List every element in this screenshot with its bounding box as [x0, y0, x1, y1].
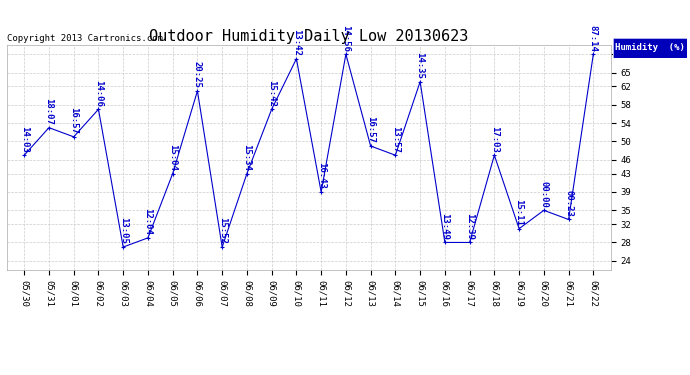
Text: 87:14: 87:14	[589, 24, 598, 51]
Text: 16:43: 16:43	[317, 162, 326, 189]
Text: 14:56: 14:56	[342, 24, 351, 51]
Text: 12:04: 12:04	[144, 208, 152, 235]
Text: 15:11: 15:11	[515, 199, 524, 226]
Text: 00:23: 00:23	[564, 190, 573, 217]
Point	[563, 216, 574, 222]
Text: 15:42: 15:42	[267, 80, 276, 106]
Point	[93, 106, 104, 112]
Text: 12:39: 12:39	[465, 213, 474, 240]
Point	[365, 143, 376, 149]
Text: 18:07: 18:07	[44, 98, 53, 125]
Text: 14:03: 14:03	[20, 126, 29, 152]
Point	[390, 152, 401, 158]
Text: 15:52: 15:52	[217, 217, 227, 244]
Point	[167, 171, 178, 177]
Point	[266, 106, 277, 112]
Point	[142, 235, 153, 241]
Point	[217, 244, 228, 250]
Point	[588, 51, 599, 57]
Point	[538, 207, 549, 213]
Point	[19, 152, 30, 158]
Text: 13:57: 13:57	[391, 126, 400, 152]
Point	[118, 244, 129, 250]
Text: 13:05: 13:05	[119, 217, 128, 244]
Text: Copyright 2013 Cartronics.com: Copyright 2013 Cartronics.com	[7, 34, 163, 43]
Point	[340, 51, 351, 57]
Text: 13:49: 13:49	[440, 213, 449, 240]
Text: 20:25: 20:25	[193, 61, 202, 88]
Text: 17:03: 17:03	[490, 126, 499, 152]
Point	[415, 79, 426, 85]
Point	[315, 189, 326, 195]
Text: 14:06: 14:06	[94, 80, 103, 106]
Point	[291, 56, 302, 62]
Point	[440, 240, 451, 246]
Point	[192, 88, 203, 94]
Text: Humidity  (%): Humidity (%)	[615, 44, 685, 52]
Point	[513, 226, 524, 232]
Text: 15:34: 15:34	[242, 144, 251, 171]
Point	[489, 152, 500, 158]
Text: 15:04: 15:04	[168, 144, 177, 171]
Title: Outdoor Humidity Daily Low 20130623: Outdoor Humidity Daily Low 20130623	[149, 29, 469, 44]
Point	[241, 171, 253, 177]
Point	[43, 124, 55, 130]
Text: 14:35: 14:35	[415, 52, 424, 79]
Point	[464, 240, 475, 246]
Text: 13:42: 13:42	[292, 29, 301, 56]
Text: 16:57: 16:57	[69, 107, 78, 134]
Text: 00:00: 00:00	[540, 181, 549, 207]
Point	[68, 134, 79, 140]
Text: 16:57: 16:57	[366, 116, 375, 143]
